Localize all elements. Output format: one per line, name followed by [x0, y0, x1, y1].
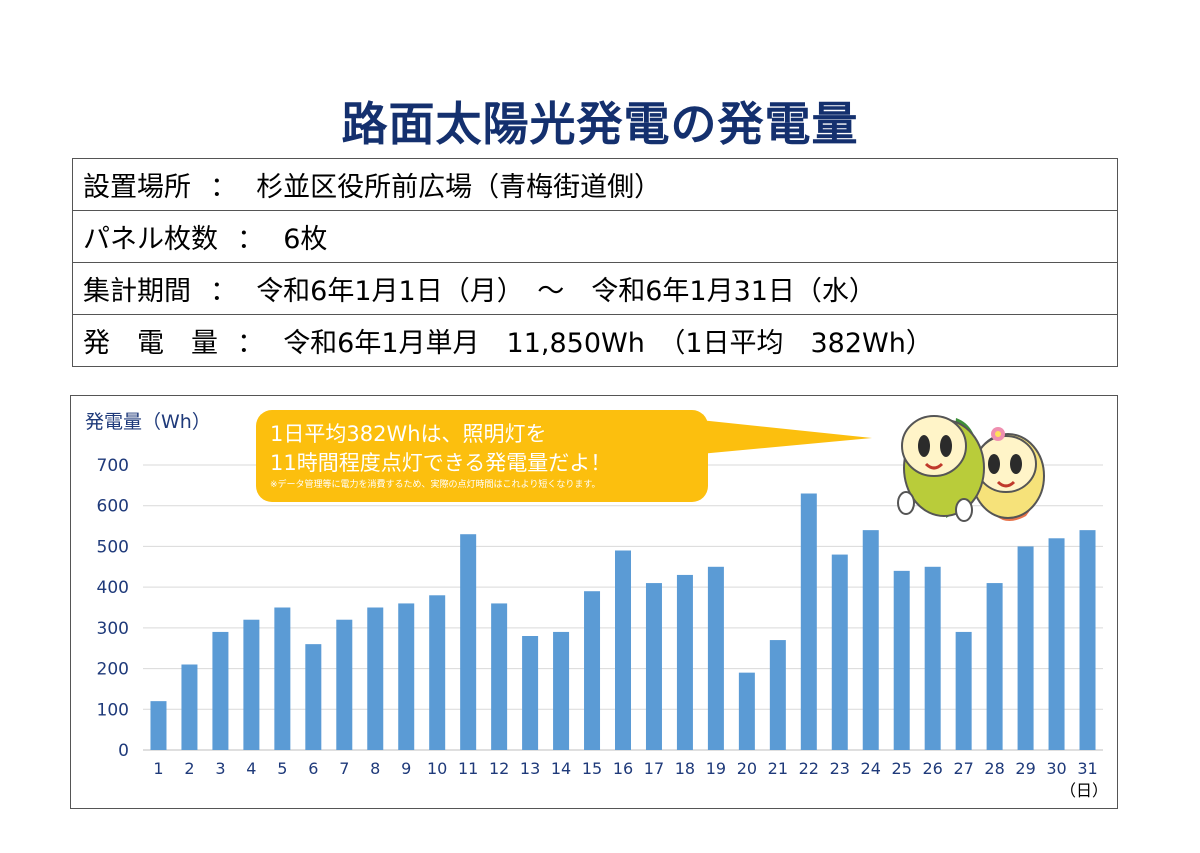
callout-line-2: 11時間程度点灯できる発電量だよ！ — [270, 451, 612, 475]
x-tick-label: 16 — [613, 759, 633, 778]
x-tick-label: 19 — [706, 759, 726, 778]
bar-day-10 — [429, 595, 446, 750]
bar-day-9 — [398, 603, 415, 750]
bar-day-18 — [676, 574, 693, 750]
y-axis-label: 発電量（Wh） — [85, 411, 211, 433]
info-row-period: 集計期間 ： 令和6年1月1日（月） ～ 令和6年1月31日（水） — [72, 262, 1118, 315]
info-label: 設置場所 — [83, 172, 191, 203]
x-tick-label: 10 — [427, 759, 447, 778]
bar-day-7 — [336, 619, 353, 750]
info-row-panels: パネル枚数 ： 6枚 — [72, 210, 1118, 263]
info-label: 発 電 量 — [83, 328, 218, 359]
bar-day-2 — [181, 664, 198, 750]
x-tick-label: 18 — [675, 759, 695, 778]
info-label: 集計期間 — [83, 276, 191, 307]
info-row-generation: 発 電 量 ： 令和6年1月単月 11,850Wh （1日平均 382Wh） — [72, 314, 1118, 367]
x-tick-label: 11 — [458, 759, 478, 778]
x-tick-label: 6 — [308, 759, 318, 778]
callout-tail — [700, 420, 872, 454]
x-tick-label: 4 — [246, 759, 256, 778]
bar-day-21 — [769, 640, 786, 750]
bar-day-30 — [1048, 538, 1065, 750]
bar-day-3 — [212, 631, 229, 750]
x-tick-label: 27 — [953, 759, 973, 778]
x-tick-label: 15 — [582, 759, 602, 778]
bar-day-20 — [738, 672, 755, 750]
bar-day-31 — [1079, 530, 1096, 750]
info-value: 令和6年1月1日（月） ～ 令和6年1月31日（水） — [256, 276, 876, 307]
bar-day-22 — [800, 493, 817, 750]
bar-day-26 — [924, 566, 941, 750]
x-tick-label: 23 — [830, 759, 850, 778]
x-tick-label: 14 — [551, 759, 571, 778]
bar-day-5 — [274, 607, 291, 750]
x-tick-label: 20 — [737, 759, 757, 778]
y-tick-label: 600 — [97, 497, 129, 517]
x-tick-label: 28 — [984, 759, 1004, 778]
bar-day-6 — [305, 644, 322, 750]
x-tick-label: 5 — [277, 759, 287, 778]
bar-day-11 — [460, 534, 477, 750]
bar-day-24 — [862, 530, 879, 750]
y-tick-label: 500 — [97, 537, 129, 557]
bar-day-27 — [955, 631, 972, 750]
info-value: 令和6年1月単月 11,850Wh （1日平均 382Wh） — [283, 328, 933, 359]
x-tick-label: 22 — [799, 759, 819, 778]
info-table: 設置場所 ： 杉並区役所前広場（青梅街道側） パネル枚数 ： 6枚 集計期間 ：… — [72, 158, 1118, 367]
y-tick-label: 100 — [97, 700, 129, 720]
y-tick-label: 0 — [118, 741, 129, 761]
info-value: 6枚 — [283, 224, 328, 255]
x-tick-label: 12 — [489, 759, 509, 778]
x-tick-label: 7 — [339, 759, 349, 778]
bar-day-13 — [522, 636, 539, 750]
bar-day-29 — [1017, 546, 1034, 750]
x-tick-label: 21 — [768, 759, 788, 778]
bar-day-28 — [986, 583, 1003, 750]
x-tick-label: 26 — [922, 759, 942, 778]
info-colon: ： — [237, 224, 265, 255]
info-colon: ： — [237, 328, 265, 359]
x-tick-label: 13 — [520, 759, 540, 778]
bar-day-8 — [367, 607, 384, 750]
x-tick-label: 17 — [644, 759, 664, 778]
x-axis-unit: （日） — [1060, 781, 1108, 800]
bar-day-16 — [615, 550, 631, 750]
x-tick-label: 9 — [401, 759, 411, 778]
x-tick-label: 8 — [370, 759, 380, 778]
info-colon: ： — [210, 276, 238, 307]
x-tick-label: 1 — [153, 759, 163, 778]
y-tick-label: 200 — [97, 660, 129, 680]
page-title: 路面太陽光発電の発電量 — [341, 97, 859, 151]
callout-line-1: 1日平均382Whは、照明灯を — [270, 422, 547, 446]
bar-day-1 — [150, 701, 167, 750]
bar-day-17 — [645, 583, 662, 750]
speech-callout: 1日平均382Whは、照明灯を 11時間程度点灯できる発電量だよ！ ※データ管理… — [256, 410, 708, 502]
x-tick-label: 25 — [892, 759, 912, 778]
x-tick-label: 3 — [215, 759, 225, 778]
y-tick-label: 400 — [97, 578, 129, 598]
y-tick-label: 300 — [97, 619, 129, 639]
callout-note: ※データ管理等に電力を消費するため、実際の点灯時間はこれより短くなります。 — [270, 480, 601, 490]
info-row-location: 設置場所 ： 杉並区役所前広場（青梅街道側） — [72, 158, 1118, 211]
bar-day-19 — [707, 566, 724, 750]
x-tick-label: 30 — [1046, 759, 1066, 778]
info-colon: ： — [210, 172, 238, 203]
y-tick-label: 700 — [97, 456, 129, 476]
info-label: パネル枚数 — [83, 224, 218, 255]
x-tick-label: 31 — [1077, 759, 1097, 778]
x-tick-label: 2 — [184, 759, 194, 778]
bar-day-4 — [243, 619, 260, 750]
sun-mascot-pair-icon — [897, 415, 1045, 522]
bar-day-14 — [553, 631, 570, 750]
bar-day-12 — [491, 603, 508, 750]
info-value: 杉並区役所前広場（青梅街道側） — [256, 172, 662, 203]
bar-day-23 — [831, 554, 848, 750]
x-tick-label: 29 — [1015, 759, 1035, 778]
bar-day-15 — [584, 591, 601, 750]
x-tick-label: 24 — [861, 759, 881, 778]
bar-day-25 — [893, 570, 910, 750]
